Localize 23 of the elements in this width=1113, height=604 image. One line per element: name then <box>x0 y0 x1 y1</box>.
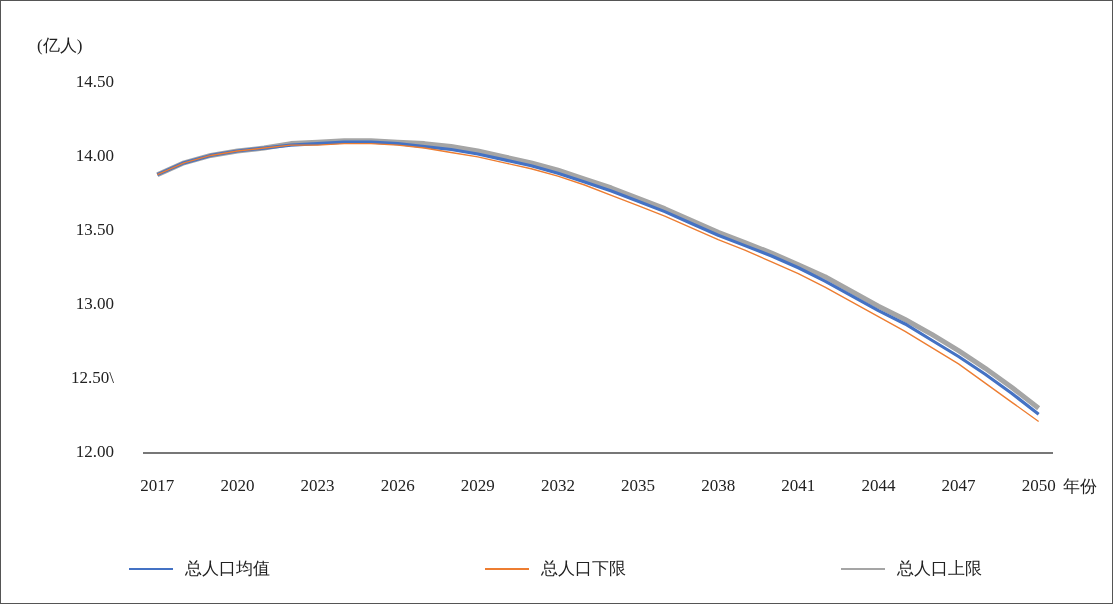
x-tick-label: 2026 <box>380 476 415 496</box>
y-tick-label: 14.50 <box>75 72 114 92</box>
x-tick-label: 2032 <box>540 476 575 496</box>
x-tick-label: 2041 <box>781 476 816 496</box>
y-tick-label: 12.00 <box>75 442 114 462</box>
legend-label: 总人口均值 <box>185 558 270 580</box>
x-tick-label: 2020 <box>220 476 255 496</box>
x-tick-label: 2029 <box>460 476 495 496</box>
x-tick-label: 2047 <box>941 476 977 496</box>
x-tick-label: 2035 <box>621 476 656 496</box>
x-tick-label: 2038 <box>701 476 736 496</box>
x-tick-label: 2023 <box>300 476 335 496</box>
x-tick-label: 2050 <box>1021 476 1056 496</box>
y-tick-label: 12.50\ <box>70 368 115 388</box>
y-tick-label: 14.00 <box>75 146 114 166</box>
x-tick-label: 2017 <box>140 476 175 496</box>
legend-label: 总人口上限 <box>897 558 982 580</box>
y-tick-label: 13.50 <box>75 220 114 240</box>
x-tick-label: 2044 <box>861 476 896 496</box>
legend-label: 总人口下限 <box>541 558 626 580</box>
x-axis-title: 年份 <box>1062 476 1097 496</box>
y-tick-label: 13.00 <box>75 294 114 314</box>
y-axis-title: (亿人) <box>37 36 83 56</box>
